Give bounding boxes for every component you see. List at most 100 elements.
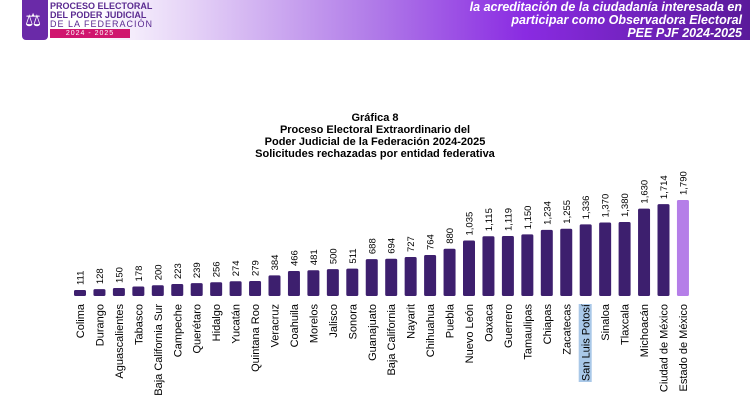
value-label: 111 [76, 271, 87, 285]
bar-12 [307, 270, 320, 296]
category-label: Coahuila [289, 303, 301, 347]
category-label: Michoacán [639, 304, 651, 357]
bar-16 [385, 258, 398, 296]
category-label: Quintana Roo [250, 304, 262, 372]
category-label: Aguascalientes [114, 304, 126, 379]
category-label: Sinaloa [600, 303, 612, 341]
value-label: 384 [270, 255, 281, 271]
category-label: Colima [75, 303, 87, 338]
value-label: 128 [95, 268, 106, 284]
chart-title: Gráfica 8 [351, 112, 399, 124]
value-label: 178 [134, 266, 145, 282]
bar-21 [482, 236, 495, 296]
chart-subtitle: Proceso Electoral Extraordinario del [279, 124, 471, 136]
value-label: 1,714 [659, 175, 670, 199]
value-label: 1,234 [542, 201, 553, 225]
logo-year: 2024 - 2025 [50, 29, 130, 38]
value-label: 500 [328, 248, 339, 264]
value-label: 764 [426, 234, 437, 250]
category-label: Zacatecas [561, 304, 573, 355]
value-label: 1,255 [562, 200, 573, 224]
bar-20 [463, 240, 475, 296]
value-label: 1,336 [581, 196, 592, 220]
bar-11 [287, 271, 300, 296]
category-label: Baja California [386, 303, 398, 375]
value-label: 1,790 [678, 171, 689, 195]
category-label: Puebla [445, 303, 457, 338]
category-label: Durango [94, 304, 106, 346]
logo-line: DE LA FEDERACIÓN [50, 19, 154, 29]
bar-2 [112, 287, 125, 296]
category-label: Guanajuato [367, 304, 379, 361]
bar-1 [93, 289, 106, 296]
bar-31 [676, 200, 689, 296]
value-label: 279 [251, 260, 262, 276]
value-label: 1,115 [484, 208, 495, 231]
value-label: 223 [173, 263, 184, 279]
bar-24 [540, 229, 553, 296]
bar-6 [190, 283, 203, 296]
value-label: 694 [387, 238, 398, 254]
value-label: 466 [289, 250, 300, 266]
bar-17 [404, 257, 417, 296]
value-label: 200 [153, 264, 164, 280]
chart-titles: Gráfica 8 Proceso Electoral Extraordinar… [0, 112, 750, 160]
value-label: 481 [309, 249, 320, 265]
logo-line: DEL PODER JUDICIAL [50, 10, 147, 20]
category-label: Nayarit [406, 304, 418, 339]
header-text: la acreditación de la ciudadanía interes… [469, 0, 742, 14]
bar-10 [268, 275, 281, 296]
category-label: Jalisco [328, 304, 340, 338]
category-label: Hidalgo [211, 304, 223, 341]
value-label: 1,119 [503, 208, 514, 231]
category-label: Chihuahua [425, 303, 437, 357]
category-label: Morelos [308, 304, 320, 344]
category-label: Guerrero [503, 304, 515, 348]
bar-9 [249, 281, 262, 296]
category-label: Nuevo León [464, 304, 476, 363]
category-label: Yucatán [231, 304, 243, 344]
bar-7 [210, 282, 223, 296]
category-label: San Luis Potosí [581, 304, 593, 381]
value-label: 1,630 [640, 180, 651, 204]
value-label: 1,150 [523, 206, 534, 230]
bar-28 [618, 221, 631, 296]
bar-22 [501, 235, 514, 296]
bar-23 [521, 234, 534, 296]
bar-27 [599, 222, 612, 296]
value-label: 1,370 [601, 194, 612, 218]
bar-5 [171, 284, 184, 296]
category-label: Sonora [347, 303, 359, 339]
bar-15 [365, 259, 378, 296]
category-label: Campeche [172, 304, 184, 357]
bar-19 [443, 248, 456, 296]
category-label: Veracruz [270, 304, 282, 347]
bar-4 [151, 285, 164, 296]
chart-subtitle: Solicitudes rechazadas por entidad feder… [255, 148, 495, 160]
bar-3 [132, 286, 145, 296]
bar-30 [657, 204, 670, 296]
category-label: Tlaxcala [620, 303, 632, 345]
bar-18 [424, 255, 437, 296]
bar-25 [560, 228, 573, 296]
category-label: Estado de México [678, 304, 690, 391]
chart-subtitle: Poder Judicial de la Federación 2024-202… [264, 136, 486, 148]
value-label: 511 [348, 248, 359, 263]
header-text: PEE PJF 2024-2025 [627, 26, 742, 40]
header-text: participar como Observadora Electoral [511, 13, 742, 27]
value-label: 239 [192, 262, 203, 278]
bar-14 [346, 268, 359, 296]
bar-13 [326, 269, 339, 296]
category-label: Baja California Sur [153, 304, 165, 396]
category-label: Ciudad de México [659, 304, 671, 392]
category-label: Tabasco [133, 304, 145, 345]
value-label: 1,035 [465, 212, 476, 236]
logo-line: PROCESO ELECTORAL [50, 1, 153, 11]
bar-0 [74, 290, 86, 296]
text-selection-highlight [578, 304, 592, 382]
value-label: 1,380 [620, 193, 631, 217]
bar-8 [229, 281, 242, 296]
value-label: 727 [406, 236, 417, 252]
value-label: 274 [231, 260, 242, 276]
